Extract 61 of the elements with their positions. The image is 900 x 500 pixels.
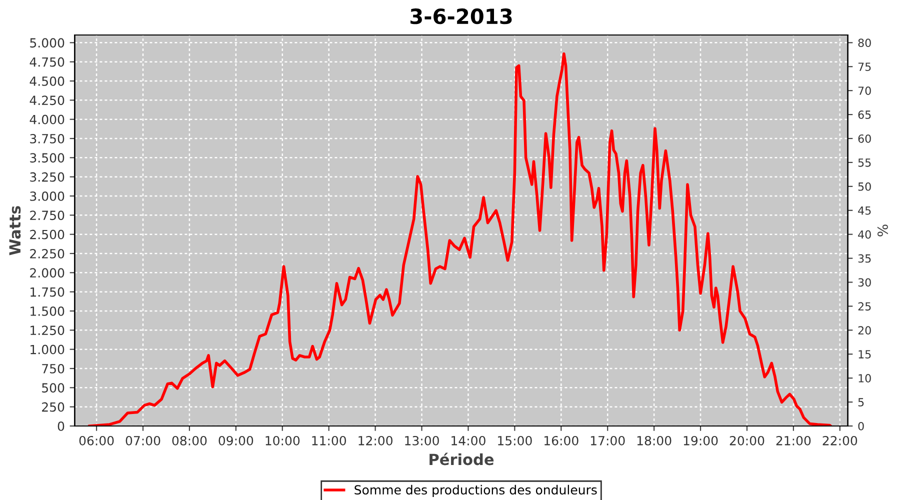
- y2-tick-label: 60: [858, 134, 871, 143]
- y-tick-label: 4.500: [30, 76, 64, 86]
- x-tick-label: 12:00: [358, 436, 392, 446]
- x-tick-label: 09:00: [218, 436, 254, 446]
- y2-tick-label: 0: [858, 422, 864, 430]
- x-tick-label: 18:00: [637, 436, 672, 446]
- y2-tick-label: 45: [858, 206, 871, 215]
- x-tick-label: 19:00: [684, 436, 718, 446]
- y-tick-label: 3.500: [30, 153, 64, 163]
- y-tick-label: 2.000: [30, 268, 64, 278]
- y2-tick-label: 70: [858, 86, 871, 95]
- x-tick-label: 15:00: [498, 436, 532, 446]
- y-tick-label: 5.000: [30, 38, 64, 48]
- y-tick-label: 2.750: [30, 210, 64, 220]
- x-tick-label: 22:00: [822, 436, 858, 446]
- y-tick-label: 2.250: [30, 248, 64, 258]
- y2-tick-label: 15: [858, 350, 871, 359]
- y2-tick-label: 55: [858, 158, 871, 167]
- y-tick-label: 0: [58, 421, 64, 431]
- y2-tick-label: 65: [858, 110, 871, 119]
- y2-axis-title: %: [877, 224, 888, 236]
- y-axis-title: Watts: [9, 206, 21, 256]
- line-series: [88, 52, 832, 426]
- x-tick-label: 20:00: [730, 436, 764, 446]
- y-tick-label: 4.250: [30, 96, 64, 106]
- y-tick-label: 1.500: [30, 306, 64, 316]
- y-tick-label: 4.000: [30, 114, 64, 124]
- y2-tick-label: 10: [858, 374, 871, 382]
- x-tick-label: 17:00: [590, 436, 625, 446]
- y2-tick-label: 80: [858, 38, 871, 48]
- x-axis-title: Période: [430, 452, 494, 466]
- y-tick-label: 500: [42, 383, 64, 393]
- y2-tick-label: 5: [858, 398, 864, 406]
- x-tick-label: 11:00: [312, 436, 346, 446]
- legend-label: Somme des productions des onduleurs: [354, 484, 597, 497]
- y-tick-label: 1.750: [30, 287, 64, 297]
- x-tick-label: 16:00: [544, 436, 578, 446]
- y-tick-label: 2.500: [30, 230, 64, 240]
- x-tick-label: 10:00: [266, 436, 300, 446]
- y2-tick-label: 20: [858, 326, 871, 335]
- x-tick-label: 08:00: [172, 436, 207, 446]
- y-tick-label: 750: [42, 364, 64, 374]
- y2-tick-label: 35: [858, 254, 871, 263]
- y2-tick-label: 50: [858, 182, 871, 191]
- y-tick-label: 250: [42, 402, 64, 412]
- x-tick-label: 06:00: [79, 436, 114, 446]
- y2-tick-label: 30: [858, 278, 871, 287]
- chart-title: 3-6-2013: [410, 8, 512, 24]
- y-tick-label: 3.250: [30, 172, 64, 182]
- x-tick-label: 14:00: [452, 436, 486, 446]
- x-tick-label: 07:00: [126, 436, 160, 446]
- y2-tick-label: 25: [858, 302, 871, 311]
- x-tick-label: 13:00: [405, 436, 439, 446]
- y-tick-label: 3.000: [30, 191, 64, 201]
- x-tick-label: 21:00: [776, 436, 811, 446]
- y-tick-label: 4.750: [30, 57, 64, 67]
- y2-tick-label: 40: [858, 230, 871, 239]
- y2-tick-label: 75: [858, 62, 871, 72]
- y-tick-label: 3.750: [30, 134, 64, 144]
- y-tick-label: 1.250: [30, 326, 64, 336]
- y-tick-label: 1.000: [30, 344, 64, 354]
